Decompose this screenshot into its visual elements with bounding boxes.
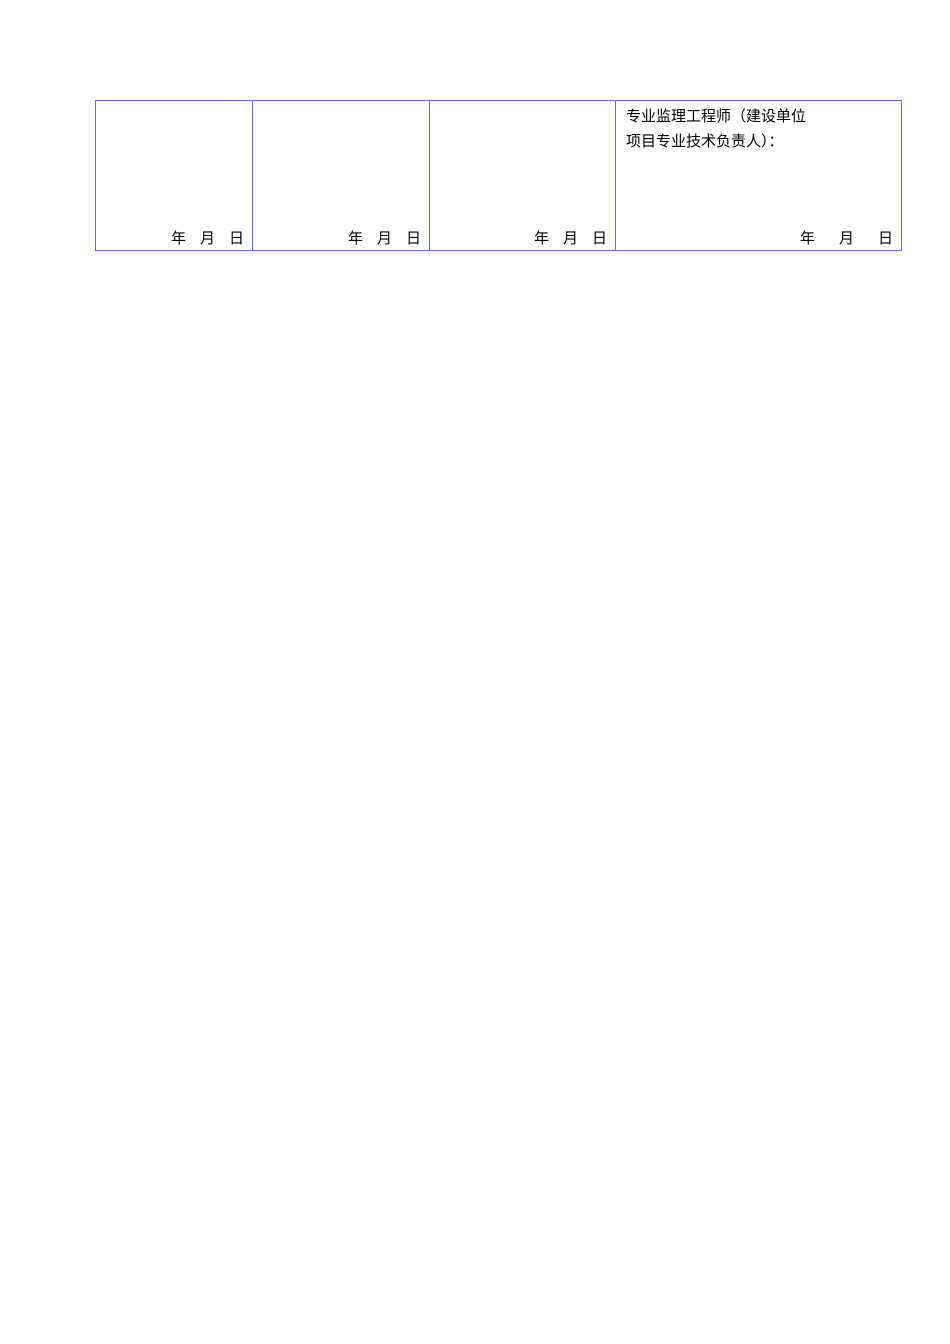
year-label: 年: [799, 229, 815, 247]
label-line-1: 专业监理工程师（建设单位: [626, 107, 807, 125]
year-label: 年: [347, 229, 363, 247]
signature-cell-3: 年月日: [429, 100, 616, 251]
month-label: 月: [838, 229, 854, 247]
date-line: 年月日: [348, 227, 421, 248]
day-label: 日: [591, 229, 607, 247]
label-line-2: 项目专业技术负责人）：: [626, 132, 784, 150]
year-label: 年: [170, 229, 186, 247]
month-label: 月: [376, 229, 392, 247]
signature-cell-1: 年月日: [95, 100, 253, 251]
date-line: 年月日: [800, 227, 893, 248]
day-label: 日: [877, 229, 893, 247]
signature-cell-2: 年月日: [252, 100, 430, 251]
date-line: 年月日: [534, 227, 607, 248]
date-line: 年月日: [171, 227, 244, 248]
month-label: 月: [199, 229, 215, 247]
day-label: 日: [228, 229, 244, 247]
supervising-engineer-label: 专业监理工程师（建设单位 项目专业技术负责人）：: [626, 104, 806, 154]
year-label: 年: [533, 229, 549, 247]
month-label: 月: [562, 229, 578, 247]
signature-cell-supervising-engineer: 专业监理工程师（建设单位 项目专业技术负责人）： 年 月 日: [615, 100, 902, 251]
signature-table: 年月日 年月日 年月日 专业监理工程师（建设单位 项目专业技术负责人）： 年月日: [95, 100, 902, 251]
day-label: 日: [405, 229, 421, 247]
